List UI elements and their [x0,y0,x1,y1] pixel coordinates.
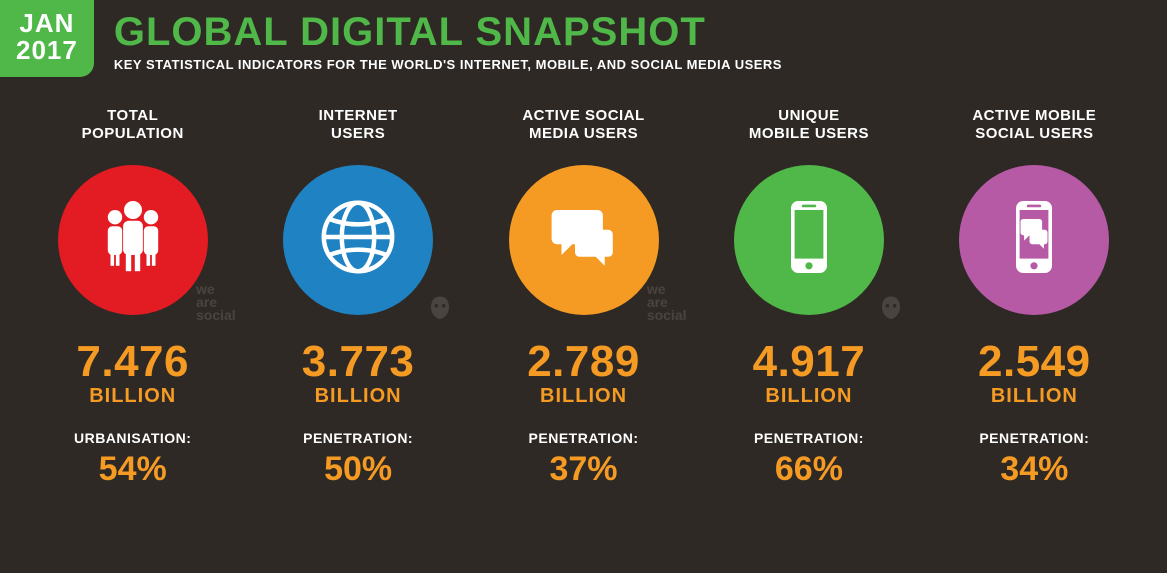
stat-circle [734,165,884,315]
hootsuite-owl-watermark [425,292,455,324]
stat-value: 2.549 [922,337,1147,387]
stat-sublabel: PENETRATION: [471,430,696,446]
stat-sublabel: PENETRATION: [696,430,921,446]
phone-chat-icon [989,192,1079,287]
date-badge: JAN 2017 [0,0,94,77]
stat-sublabel: PENETRATION: [922,430,1147,446]
stat-subvalue: 34% [922,450,1147,489]
title-block: GLOBAL DIGITAL SNAPSHOT KEY STATISTICAL … [94,0,782,77]
header: JAN 2017 GLOBAL DIGITAL SNAPSHOT KEY STA… [0,0,1167,77]
globe-icon [313,192,403,287]
phone-icon [764,192,854,287]
hootsuite-owl-watermark [876,292,906,324]
stat-total-population: TOTAL POPULATION wearesocial 7.476 BILLI… [20,107,245,489]
date-month: JAN [16,10,78,37]
stat-label: INTERNET USERS [245,107,470,147]
chat-icon [539,192,629,287]
stat-label: UNIQUE MOBILE USERS [696,107,921,147]
stat-unit: BILLION [922,385,1147,408]
stat-mobile-social-users: ACTIVE MOBILE SOCIAL USERS 2.549 BILLION… [922,107,1147,489]
stat-subvalue: 50% [245,450,470,489]
stat-circle: wearesocial [509,165,659,315]
stat-unit: BILLION [245,385,470,408]
stat-circle [959,165,1109,315]
page-title: GLOBAL DIGITAL SNAPSHOT [114,10,782,55]
stat-subvalue: 66% [696,450,921,489]
stat-unit: BILLION [471,385,696,408]
stat-circle [283,165,433,315]
date-year: 2017 [16,37,78,64]
stat-value: 3.773 [245,337,470,387]
stat-sublabel: URBANISATION: [20,430,245,446]
stat-label: ACTIVE SOCIAL MEDIA USERS [471,107,696,147]
stat-circle: wearesocial [58,165,208,315]
stat-unit: BILLION [20,385,245,408]
stat-unit: BILLION [696,385,921,408]
wearesocial-watermark: wearesocial [196,283,236,323]
stat-label: ACTIVE MOBILE SOCIAL USERS [922,107,1147,147]
stat-internet-users: INTERNET USERS 3.773 BILLION PENETRATION… [245,107,470,489]
stat-social-media-users: ACTIVE SOCIAL MEDIA USERS wearesocial 2.… [471,107,696,489]
stat-sublabel: PENETRATION: [245,430,470,446]
wearesocial-watermark: wearesocial [647,283,687,323]
stat-subvalue: 54% [20,450,245,489]
stat-value: 4.917 [696,337,921,387]
stat-label: TOTAL POPULATION [20,107,245,147]
people-icon [88,192,178,287]
stat-subvalue: 37% [471,450,696,489]
stat-value: 2.789 [471,337,696,387]
stats-row: TOTAL POPULATION wearesocial 7.476 BILLI… [0,77,1167,489]
stat-value: 7.476 [20,337,245,387]
stat-mobile-users: UNIQUE MOBILE USERS 4.917 BILLION PENETR… [696,107,921,489]
page-subtitle: KEY STATISTICAL INDICATORS FOR THE WORLD… [114,57,782,72]
